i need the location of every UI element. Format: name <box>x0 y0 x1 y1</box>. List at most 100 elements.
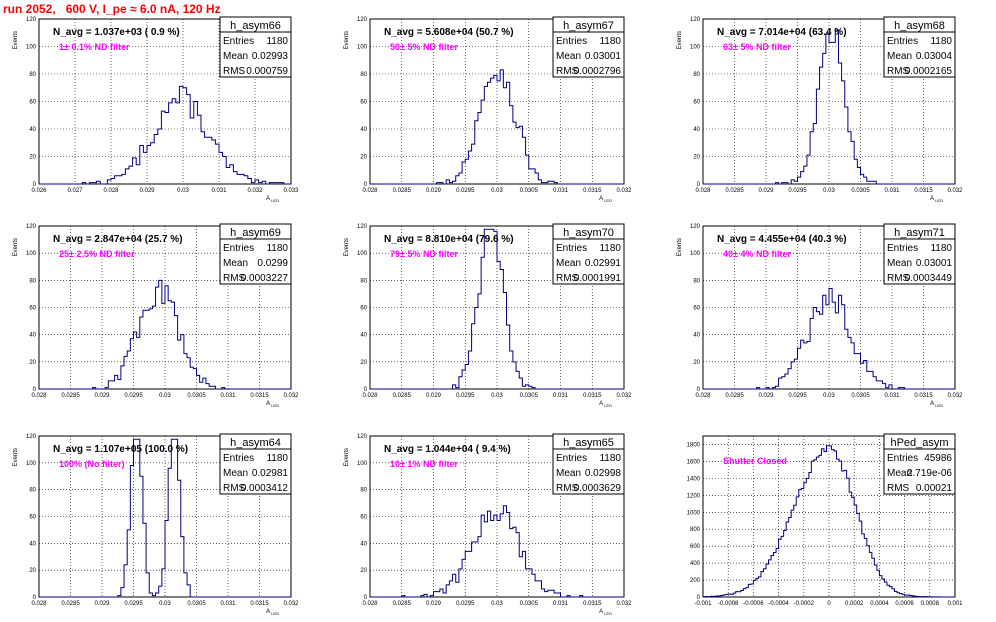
y-tick-label: 400 <box>690 561 701 567</box>
y-tick-label: 60 <box>29 100 36 106</box>
y-tick-label: 120 <box>357 17 368 23</box>
y-tick-label: 120 <box>26 434 37 440</box>
stat-name: Entries <box>887 243 918 254</box>
x-tick-label: 0.0295 <box>456 188 475 194</box>
stat-value: 0.02998 <box>585 468 622 479</box>
navg-label: N_avg = 8.810e+04 (79.6 %) <box>384 234 514 245</box>
histogram-name: h_asym66 <box>230 20 281 32</box>
y-tick-label: 20 <box>360 155 367 161</box>
stat-name: Entries <box>556 453 587 464</box>
x-tick-label: 0.028 <box>362 601 378 607</box>
stat-value: 0.0003629 <box>574 483 622 494</box>
x-tick-label: -0.0006 <box>743 601 764 607</box>
y-tick-label: 800 <box>690 527 701 533</box>
stats-box <box>883 16 956 78</box>
filter-label: Shutter Closed <box>723 456 787 466</box>
stat-name: RMS <box>556 483 579 494</box>
x-tick-label: 0.0295 <box>788 393 807 399</box>
stat-value: 1180 <box>930 36 952 47</box>
navg-label: N_avg = 1.044e+04 ( 9.4 %) <box>384 444 511 455</box>
stat-name: Entries <box>887 36 918 47</box>
y-tick-label: 120 <box>26 224 37 230</box>
y-tick-label: 40 <box>693 127 700 133</box>
stats-box <box>883 433 956 495</box>
navg-label: N_avg = 7.014e+04 (63.4 %) <box>717 27 847 38</box>
stat-name: RMS <box>556 66 579 77</box>
y-tick-label: 80 <box>360 278 367 284</box>
stat-name: Entries <box>556 243 587 254</box>
stat-name: RMS <box>887 483 910 494</box>
stat-name: RMS <box>223 66 246 77</box>
x-tick-label: 0.0315 <box>583 601 602 607</box>
stats-box <box>219 223 292 285</box>
x-tick-label: 0.0006 <box>895 601 914 607</box>
y-tick-label: 1200 <box>687 493 701 499</box>
histogram-panel: 0.028 0.0285 0.029 0.0295 0.03 0.0305 0.031 0.0… <box>677 223 963 408</box>
stat-value: 0.03001 <box>585 51 622 62</box>
x-axis-label: A LED <box>930 196 943 203</box>
x-tick-label: 0.029 <box>758 393 774 399</box>
stat-name: Mean <box>887 51 912 62</box>
histogram-panel: 0.028 0.0285 0.029 0.0295 0.03 0.0305 0.031 0.0… <box>13 223 299 408</box>
x-tick-label: 0.031 <box>553 188 569 194</box>
x-tick-label: 0.029 <box>426 188 442 194</box>
stat-value: 1180 <box>930 243 952 254</box>
y-tick-label: 0 <box>697 182 701 188</box>
y-tick-label: 40 <box>693 333 700 339</box>
y-axis-label: Events <box>13 448 19 466</box>
x-tick-label: 0.0285 <box>61 601 80 607</box>
plot-frame <box>38 18 292 185</box>
x-tick-label: 0.033 <box>283 188 299 194</box>
x-tick-label: 0.03 <box>491 601 503 607</box>
stat-value: 0.0003227 <box>241 273 289 284</box>
histogram-name: h_asym69 <box>230 227 281 239</box>
stat-value: 0.0003449 <box>905 273 953 284</box>
y-tick-label: 20 <box>693 155 700 161</box>
y-axis-label: Events <box>677 238 683 256</box>
filter-label: 1± 0.1% ND filter <box>59 42 130 52</box>
x-tick-label: 0.0295 <box>456 393 475 399</box>
x-tick-label: 0.026 <box>31 188 47 194</box>
x-tick-label: 0.03 <box>177 188 189 194</box>
filter-label: 100% (No filter) <box>59 459 125 469</box>
y-tick-label: 60 <box>360 100 367 106</box>
navg-label: N_avg = 4.455e+04 (40.3 %) <box>717 234 847 245</box>
filter-label: 50± 5% ND filter <box>390 42 458 52</box>
stat-name: Mean <box>223 51 248 62</box>
x-tick-label: 0.0285 <box>393 393 412 399</box>
y-tick-label: 100 <box>357 45 368 51</box>
histogram-panel: 0.028 0.0285 0.029 0.0295 0.03 0.0305 0.031 0.0… <box>677 16 963 203</box>
y-tick-label: 1400 <box>687 476 701 482</box>
histogram-line <box>703 29 955 185</box>
histogram-line <box>39 85 291 185</box>
x-tick-label: -0.001 <box>694 601 712 607</box>
stat-value: 0.00021 <box>916 483 953 494</box>
x-tick-label: 0.031 <box>220 601 236 607</box>
x-tick-label: 0.032 <box>283 601 299 607</box>
stat-value: 1180 <box>599 453 621 464</box>
x-tick-label: 0.028 <box>695 188 711 194</box>
x-tick-label: 0.029 <box>94 601 110 607</box>
x-tick-label: 0.032 <box>283 393 299 399</box>
x-tick-label: 0.03 <box>491 188 503 194</box>
plot-frame <box>702 225 956 390</box>
x-tick-label: 0.029 <box>758 188 774 194</box>
y-tick-label: 100 <box>26 45 37 51</box>
y-tick-label: 60 <box>693 100 700 106</box>
y-tick-label: 60 <box>360 306 367 312</box>
stat-name: Mean <box>556 258 581 269</box>
histogram-panel: 0.028 0.0285 0.029 0.0295 0.03 0.0305 0.031 0.0… <box>344 223 632 408</box>
x-tick-label: 0.028 <box>103 188 119 194</box>
stats-box <box>883 223 956 285</box>
stat-name: RMS <box>887 273 910 284</box>
y-tick-label: 80 <box>29 72 36 78</box>
navg-label: N_avg = 5.608e+04 (50.7 %) <box>384 27 514 38</box>
stat-name: Entries <box>887 453 918 464</box>
x-tick-label: 0.0315 <box>250 393 269 399</box>
plot-frame <box>702 435 956 598</box>
x-tick-label: 0.03 <box>823 188 835 194</box>
filter-label: 40± 4% ND filter <box>723 249 791 259</box>
y-tick-label: 80 <box>29 488 36 494</box>
y-tick-label: 1000 <box>687 510 701 516</box>
